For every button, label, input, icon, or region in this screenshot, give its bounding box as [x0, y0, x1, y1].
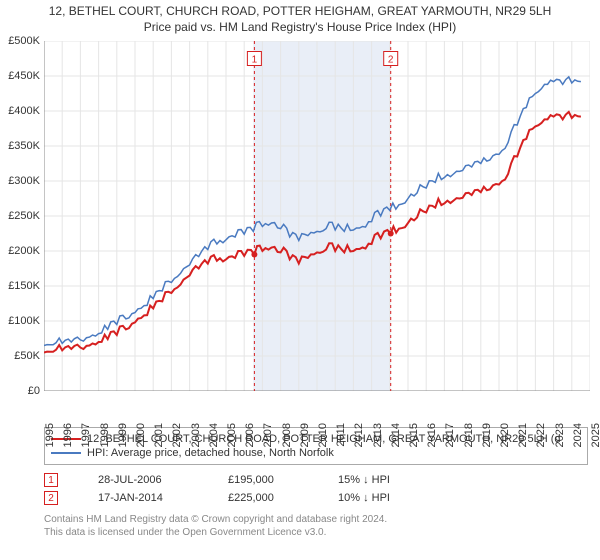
y-tick-label: £0 — [28, 385, 40, 397]
x-tick-label: 2007 — [262, 423, 274, 447]
x-tick-label: 2011 — [335, 423, 347, 447]
x-tick-label: 1995 — [44, 423, 56, 447]
datapoint-price: £225,000 — [228, 492, 298, 504]
datapoint-marker: 1 — [44, 473, 58, 487]
datapoint-table: 1 28-JUL-2006 £195,000 15% ↓ HPI 2 17-JA… — [44, 471, 588, 507]
marker-point — [388, 231, 394, 237]
x-tick-label: 2016 — [426, 423, 438, 447]
x-tick-label: 2018 — [463, 423, 475, 447]
chart-plot-area: £0£50K£100K£150K£200K£250K£300K£350K£400… — [44, 41, 590, 421]
legend-swatch — [51, 452, 81, 454]
datapoint-price: £195,000 — [228, 474, 298, 486]
x-tick-label: 1996 — [62, 423, 74, 447]
datapoint-delta: 15% ↓ HPI — [338, 474, 390, 486]
x-tick-label: 2009 — [299, 423, 311, 447]
x-tick-label: 2020 — [499, 423, 511, 447]
y-tick-label: £150K — [8, 280, 40, 292]
y-tick-label: £400K — [8, 105, 40, 117]
datapoint-delta: 10% ↓ HPI — [338, 492, 390, 504]
attribution-line1: Contains HM Land Registry data © Crown c… — [44, 513, 588, 526]
y-tick-label: £300K — [8, 175, 40, 187]
x-tick-label: 1999 — [117, 423, 129, 447]
datapoint-row: 1 28-JUL-2006 £195,000 15% ↓ HPI — [44, 471, 588, 489]
datapoint-marker: 2 — [44, 491, 58, 505]
y-tick-label: £450K — [8, 70, 40, 82]
x-tick-label: 2002 — [171, 423, 183, 447]
y-tick-label: £100K — [8, 315, 40, 327]
legend-row: HPI: Average price, detached house, Nort… — [51, 446, 581, 460]
marker-point — [251, 252, 257, 258]
chart-svg: 12 — [44, 41, 590, 391]
x-tick-label: 2021 — [517, 423, 529, 447]
x-tick-label: 2004 — [208, 423, 220, 447]
x-tick-label: 2003 — [190, 423, 202, 447]
x-tick-label: 1998 — [99, 423, 111, 447]
x-tick-label: 2000 — [135, 423, 147, 447]
attribution-line2: This data is licensed under the Open Gov… — [44, 526, 588, 539]
title-line2: Price paid vs. HM Land Registry's House … — [0, 20, 600, 36]
x-tick-label: 2012 — [353, 423, 365, 447]
y-tick-label: £200K — [8, 245, 40, 257]
datapoint-row: 2 17-JAN-2014 £225,000 10% ↓ HPI — [44, 489, 588, 507]
x-tick-label: 2005 — [226, 423, 238, 447]
x-tick-label: 2017 — [444, 423, 456, 447]
x-tick-label: 2019 — [481, 423, 493, 447]
x-tick-label: 2006 — [244, 423, 256, 447]
y-tick-label: £50K — [14, 350, 40, 362]
legend-label: HPI: Average price, detached house, Nort… — [87, 447, 334, 459]
x-tick-label: 2023 — [554, 423, 566, 447]
marker-box-label: 2 — [388, 55, 394, 66]
y-tick-label: £350K — [8, 140, 40, 152]
chart-container: 12, BETHEL COURT, CHURCH ROAD, POTTER HE… — [0, 0, 600, 560]
x-tick-label: 2022 — [535, 423, 547, 447]
marker-box-label: 1 — [252, 55, 258, 66]
x-tick-label: 2025 — [590, 423, 600, 447]
chart-title: 12, BETHEL COURT, CHURCH ROAD, POTTER HE… — [0, 0, 600, 35]
x-tick-label: 1997 — [80, 423, 92, 447]
x-tick-label: 2024 — [572, 423, 584, 447]
x-tick-label: 2013 — [372, 423, 384, 447]
x-tick-label: 2001 — [153, 423, 165, 447]
x-tick-label: 2014 — [390, 423, 402, 447]
x-tick-label: 2015 — [408, 423, 420, 447]
y-tick-label: £500K — [8, 35, 40, 47]
attribution: Contains HM Land Registry data © Crown c… — [44, 513, 588, 539]
datapoint-date: 28-JUL-2006 — [98, 474, 188, 486]
x-tick-label: 2010 — [317, 423, 329, 447]
x-tick-label: 2008 — [281, 423, 293, 447]
datapoint-date: 17-JAN-2014 — [98, 492, 188, 504]
y-tick-label: £250K — [8, 210, 40, 222]
title-line1: 12, BETHEL COURT, CHURCH ROAD, POTTER HE… — [0, 4, 600, 20]
